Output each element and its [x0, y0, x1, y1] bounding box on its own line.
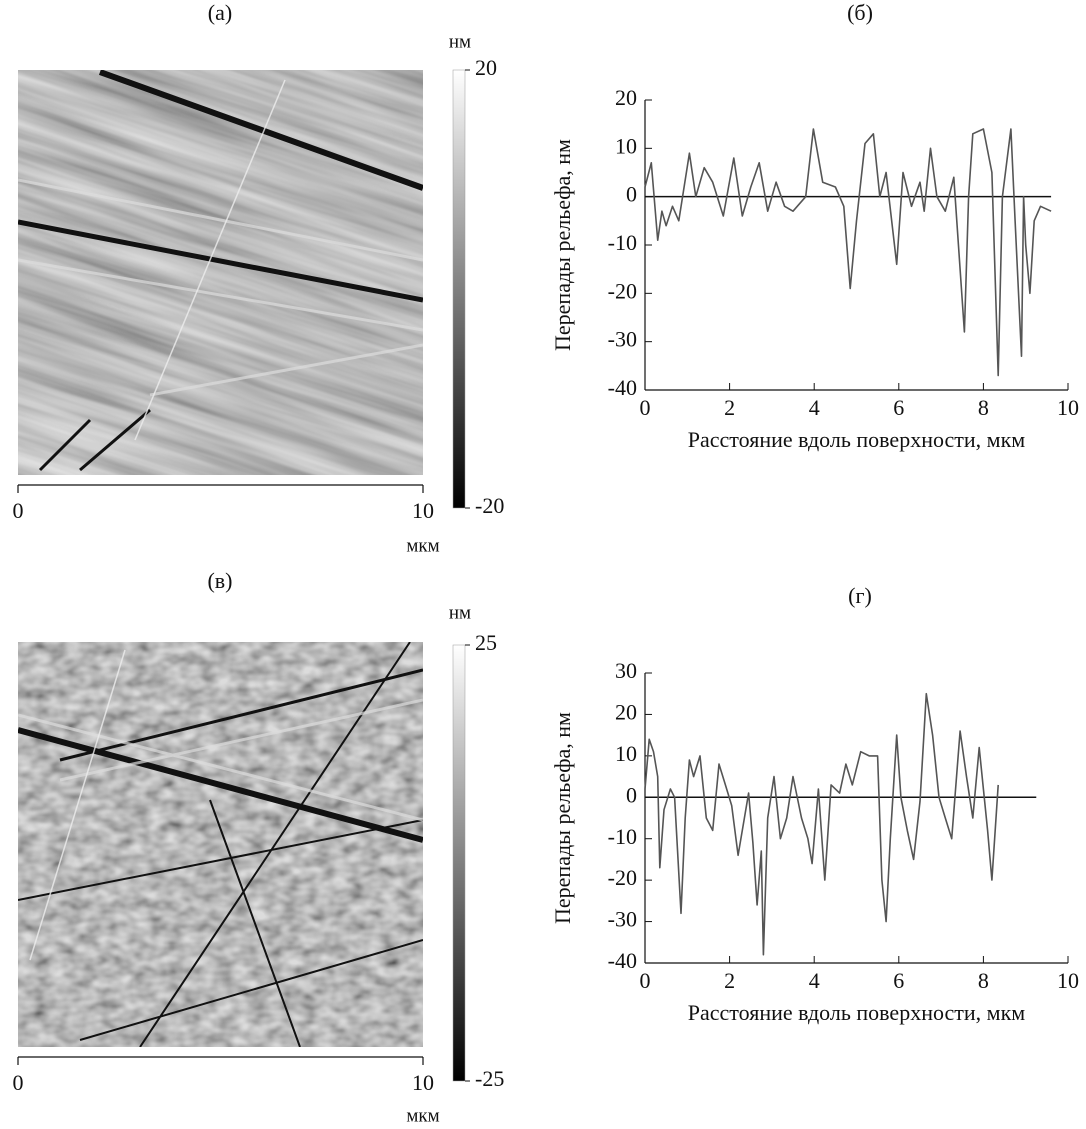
y-tick-label: 30 [615, 658, 637, 683]
x-axis-label: Расстояние вдоль поверхности, мкм [688, 1000, 1026, 1025]
scale-unit: мкм [406, 535, 439, 556]
y-tick-label: -30 [608, 907, 637, 932]
colorbar [452, 69, 466, 509]
y-tick-label: 0 [626, 182, 637, 207]
x-tick-label: 0 [640, 968, 651, 993]
x-tick-label: 2 [724, 968, 735, 993]
colorbar-tick-label: -25 [475, 1066, 504, 1091]
profile-line [644, 692, 999, 956]
x-tick-label: 10 [1057, 968, 1079, 993]
y-tick-label: -40 [608, 375, 637, 400]
y-tick-label: 20 [615, 85, 637, 110]
colorbar-tick-label: 20 [475, 55, 497, 80]
y-axis-label: Перепады рельефа, нм [550, 139, 575, 351]
x-tick-label: 10 [1057, 395, 1079, 420]
x-tick-label: 8 [978, 395, 989, 420]
x-axis-label: Расстояние вдоль поверхности, мкм [688, 427, 1026, 452]
panel-label: (б) [847, 0, 873, 25]
colorbar-tick-label: 25 [475, 630, 497, 655]
colorbar-unit: нм [449, 602, 471, 623]
colorbar-unit: нм [449, 31, 471, 52]
x-tick-label: 6 [893, 968, 904, 993]
x-tick-label: 4 [809, 968, 820, 993]
scale-tick-label: 0 [13, 1070, 24, 1095]
panel-label: (в) [207, 568, 232, 593]
y-tick-label: -20 [608, 278, 637, 303]
colorbar-tick-label: -20 [475, 493, 504, 518]
scale-tick-label: 10 [412, 498, 434, 523]
y-tick-label: -30 [608, 327, 637, 352]
panel-label: (а) [208, 0, 232, 25]
scale-unit: мкм [406, 1105, 439, 1126]
colorbar [452, 644, 466, 1082]
x-tick-label: 8 [978, 968, 989, 993]
y-tick-label: -10 [608, 824, 637, 849]
y-tick-label: -20 [608, 865, 637, 890]
scale-tick-label: 10 [412, 1070, 434, 1095]
y-tick-label: 20 [615, 699, 637, 724]
scale-tick-label: 0 [13, 498, 24, 523]
afm-image [18, 642, 423, 1047]
x-tick-label: 0 [640, 395, 651, 420]
x-tick-label: 2 [724, 395, 735, 420]
afm-image [18, 70, 423, 475]
y-axis-label: Перепады рельефа, нм [550, 712, 575, 924]
y-tick-label: -40 [608, 948, 637, 973]
y-tick-label: -10 [608, 230, 637, 255]
x-tick-label: 6 [893, 395, 904, 420]
profile-line [644, 128, 1052, 377]
y-tick-label: 0 [626, 782, 637, 807]
x-tick-label: 4 [809, 395, 820, 420]
y-tick-label: 10 [615, 133, 637, 158]
panel-label: (г) [848, 583, 872, 608]
y-tick-label: 10 [615, 741, 637, 766]
